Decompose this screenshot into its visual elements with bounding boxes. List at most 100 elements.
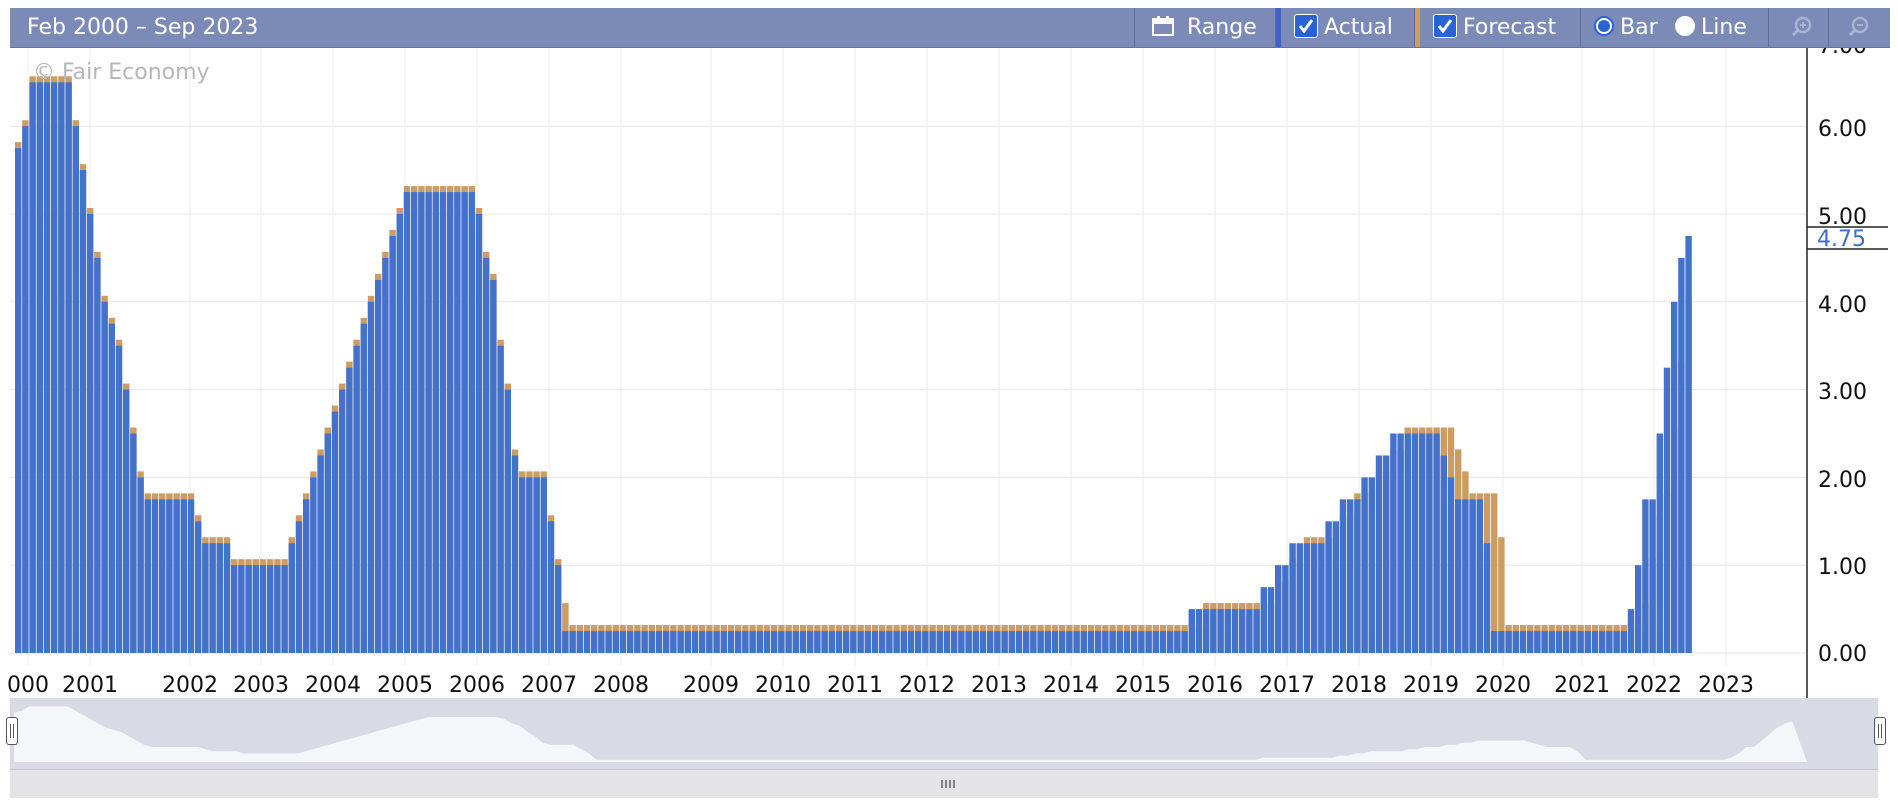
actual-bar <box>166 499 173 653</box>
actual-bar <box>79 170 87 653</box>
actual-label: Actual <box>1324 15 1393 40</box>
actual-bar <box>540 477 547 653</box>
calendar-icon <box>1152 15 1181 40</box>
actual-bar <box>922 631 929 653</box>
x-tick-label: 2015 <box>1115 673 1171 698</box>
actual-bar <box>1195 609 1203 653</box>
actual-bar <box>1332 521 1339 653</box>
actual-bar <box>396 214 403 653</box>
actual-bar <box>288 543 295 653</box>
actual-bar <box>1462 499 1469 653</box>
actual-bar <box>677 631 684 653</box>
actual-bar <box>576 631 583 653</box>
actual-bar <box>907 631 915 653</box>
forecast-toggle[interactable]: Forecast <box>1433 8 1556 47</box>
actual-bar <box>1527 631 1534 653</box>
actual-bar <box>43 82 51 654</box>
actual-bar <box>490 279 497 653</box>
actual-bar <box>965 631 972 653</box>
actual-bar <box>670 631 677 653</box>
actual-bar <box>497 345 504 653</box>
actual-bar <box>785 631 792 653</box>
forecast-color-swatch <box>1415 8 1420 47</box>
actual-bar <box>317 455 324 653</box>
checkbox-icon[interactable] <box>1294 14 1318 38</box>
navigator-handle-right[interactable] <box>1874 717 1886 745</box>
actual-bar <box>1599 631 1606 653</box>
actual-bar <box>771 631 778 653</box>
actual-bar <box>411 192 418 654</box>
actual-bar <box>403 192 411 654</box>
actual-bar <box>1339 499 1347 653</box>
navigator-series-area <box>14 706 1807 762</box>
actual-bar <box>1419 433 1426 653</box>
actual-bar <box>749 631 756 653</box>
actual-bar <box>15 148 22 653</box>
zoom-out-button[interactable] <box>1838 8 1880 47</box>
actual-bar <box>1145 631 1152 653</box>
toolbar-divider <box>1275 8 1276 47</box>
actual-bar <box>756 631 763 653</box>
actual-bar <box>763 631 771 653</box>
radio-icon[interactable] <box>1675 16 1695 36</box>
actual-bar <box>1217 609 1224 653</box>
navigator-scrollbar[interactable] <box>10 769 1878 798</box>
actual-bar <box>483 257 490 653</box>
actual-bar <box>1203 609 1210 653</box>
actual-bar <box>1059 631 1066 653</box>
actual-bar <box>1555 631 1563 653</box>
actual-bar <box>295 521 303 653</box>
y-tick-label: 5.00 <box>1818 205 1867 230</box>
actual-bar <box>1001 631 1008 653</box>
actual-bar <box>893 631 900 653</box>
toolbar-divider <box>1828 8 1829 47</box>
actual-bar <box>475 214 483 653</box>
actual-bar <box>1361 477 1368 653</box>
actual-color-swatch <box>1276 8 1281 47</box>
actual-bar <box>1433 433 1440 653</box>
x-tick-label: 2006 <box>449 673 505 698</box>
checkbox-icon[interactable] <box>1433 14 1457 38</box>
bar-option[interactable]: Bar <box>1594 8 1658 47</box>
actual-bar <box>339 389 346 653</box>
actual-bar <box>130 433 137 653</box>
actual-bar <box>886 631 893 653</box>
actual-bar <box>943 631 951 653</box>
actual-bar <box>691 631 699 653</box>
x-tick-label: 2022 <box>1626 673 1682 698</box>
actual-bar <box>1570 631 1577 653</box>
actual-bar <box>519 477 526 653</box>
actual-bar <box>1159 631 1167 653</box>
x-tick-label: 2003 <box>233 673 289 698</box>
actual-bar <box>778 631 785 653</box>
actual-bar <box>22 126 29 653</box>
x-tick-label: 2002 <box>162 673 218 698</box>
actual-bar <box>828 631 835 653</box>
x-tick-label: 2016 <box>1187 673 1243 698</box>
actual-bar <box>634 631 641 653</box>
actual-toggle[interactable]: Actual <box>1294 8 1393 47</box>
zoom-in-button[interactable] <box>1782 8 1824 47</box>
actual-bar <box>144 499 151 653</box>
y-tick-label: 2.00 <box>1818 468 1867 493</box>
radio-icon[interactable] <box>1594 16 1614 36</box>
actual-bar <box>101 301 108 653</box>
actual-bar <box>641 631 648 653</box>
actual-bar <box>1174 631 1181 653</box>
actual-bar <box>720 631 727 653</box>
actual-bar <box>1656 433 1663 653</box>
actual-bar <box>389 235 396 653</box>
navigator-handle-left[interactable] <box>6 717 18 745</box>
chart-toolbar: Feb 2000 – Sep 2023 Range Actual <box>10 8 1890 48</box>
actual-bar <box>706 631 713 653</box>
actual-bar <box>1663 367 1671 653</box>
actual-bar <box>1440 455 1447 653</box>
x-tick-label: 000 <box>7 673 49 698</box>
line-option[interactable]: Line <box>1675 8 1747 47</box>
range-button[interactable]: Range <box>1152 8 1257 47</box>
actual-bar <box>29 82 36 654</box>
forecast-bar <box>1491 493 1498 653</box>
actual-bar <box>1087 631 1095 653</box>
actual-bar <box>742 631 749 653</box>
zoom-out-icon <box>1848 16 1869 37</box>
